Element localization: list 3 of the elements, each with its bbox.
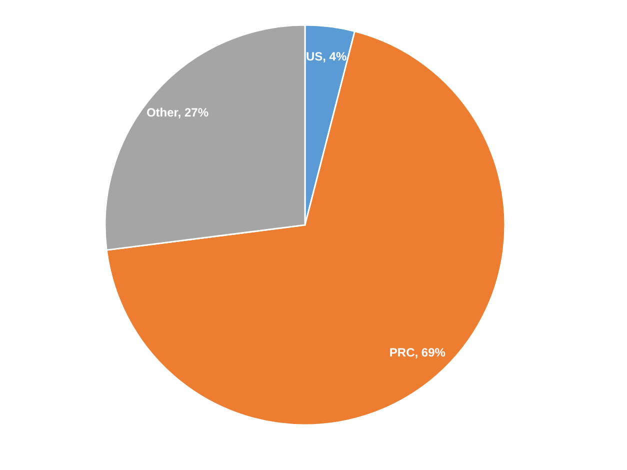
slice-label: US, 4% [306, 49, 347, 64]
slice-label: PRC, 69% [389, 346, 446, 360]
slice-label: Other, 27% [146, 106, 209, 120]
